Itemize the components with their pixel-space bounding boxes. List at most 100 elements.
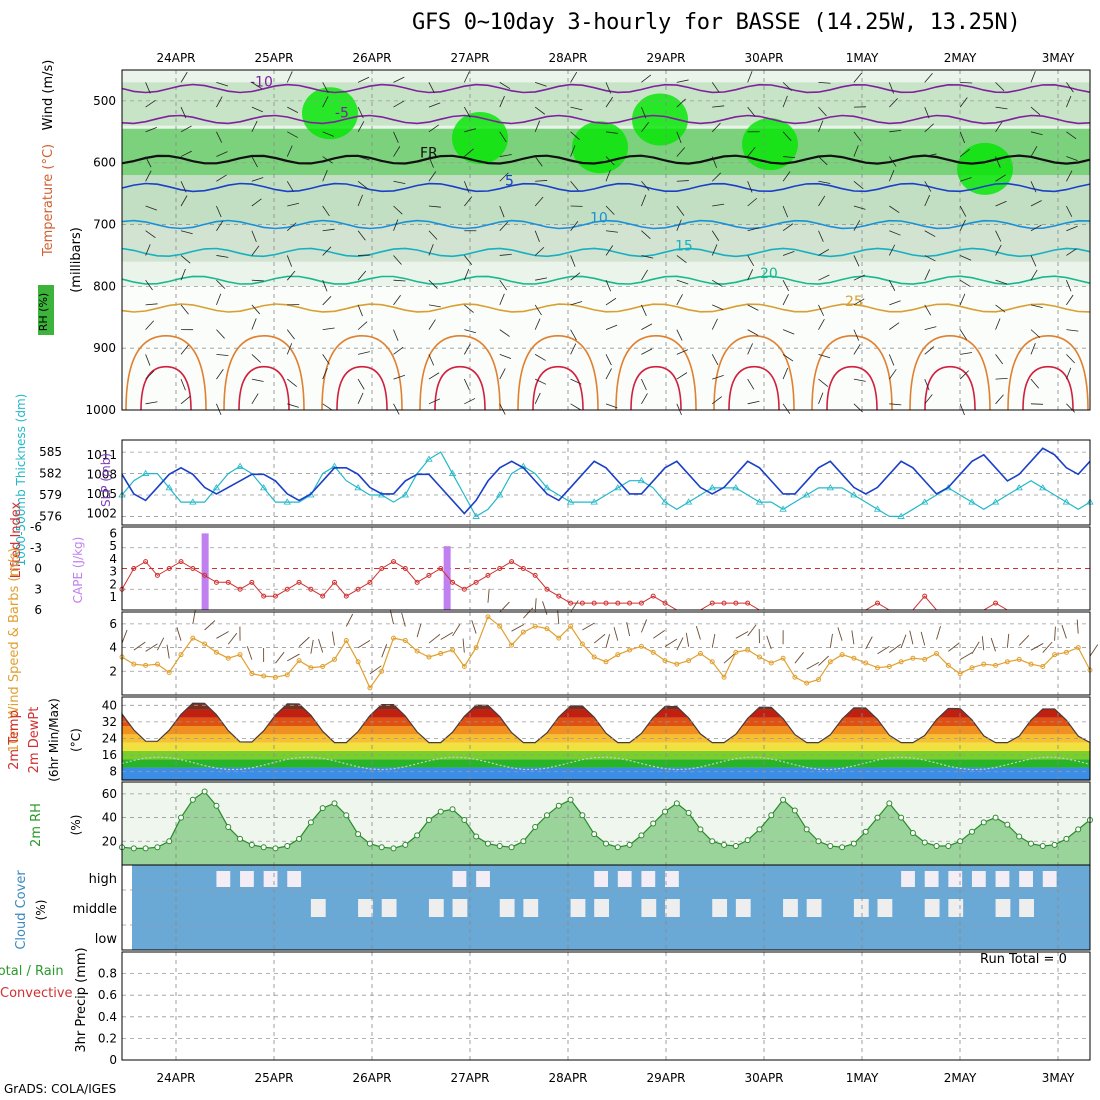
- wind-barb-10m: [640, 619, 648, 633]
- wind-barb-10m: [275, 651, 285, 664]
- wind-barb: [676, 294, 683, 306]
- wind-barb-10m: [711, 633, 716, 648]
- wind-barb: [570, 106, 583, 111]
- wind-barb-10m: [570, 600, 579, 613]
- lifted-index-marker: [627, 600, 633, 606]
- wind-barb-10m: [499, 601, 510, 613]
- wind-barb: [959, 329, 968, 340]
- wind-barb: [818, 274, 830, 281]
- wind-barb: [641, 378, 647, 391]
- isotherm-label: 15: [675, 238, 693, 254]
- wind-barb: [924, 123, 934, 133]
- wind-barb: [322, 403, 333, 411]
- wind-barb-10m: [920, 631, 926, 646]
- wind-barb: [995, 230, 1002, 242]
- wind-barb: [1066, 156, 1078, 161]
- rh-marker: [721, 841, 728, 848]
- rh-marker: [1039, 843, 1046, 850]
- rh-marker: [378, 844, 385, 851]
- wind-barb: [357, 76, 370, 83]
- lifted-index-marker: [154, 572, 160, 578]
- wind-barb: [570, 378, 582, 385]
- rh-marker: [284, 843, 291, 850]
- wind-barb: [145, 230, 156, 239]
- wind-speed-marker: [414, 648, 420, 654]
- wind-barb: [818, 304, 825, 316]
- precip-axis-label: 3hr Precip (mm): [74, 947, 89, 1052]
- wind-barb: [641, 269, 648, 281]
- precip-tick-label: 0.8: [98, 967, 117, 981]
- thickness-marker: [236, 462, 244, 469]
- wind-barb: [145, 303, 158, 306]
- wind-barb: [889, 98, 898, 108]
- rh-marker: [803, 826, 810, 833]
- wind-barb: [959, 205, 967, 217]
- wind-speed-marker: [202, 641, 208, 647]
- wind-tick-label: 4: [109, 641, 117, 655]
- wind-barb: [393, 219, 399, 231]
- thickness-marker: [1015, 484, 1023, 491]
- wind-barb: [145, 370, 155, 380]
- wind-barb: [180, 268, 186, 281]
- rh-max-blob: [632, 93, 688, 146]
- wind-barb: [1030, 71, 1036, 83]
- thickness-marker: [826, 484, 834, 491]
- dewpoint-line: [121, 756, 1091, 771]
- wind-speed-marker: [131, 661, 137, 667]
- wind-barb: [853, 343, 861, 355]
- wind-frame: [121, 611, 1091, 696]
- wind-barb: [605, 82, 612, 94]
- temperature-tick-label: 32: [102, 715, 117, 729]
- thickness-marker: [661, 498, 669, 505]
- isotherm-warm-core: [336, 365, 388, 411]
- wind-barb: [995, 121, 1003, 133]
- lifted-index-tick-label: 0: [34, 562, 42, 576]
- wind-barb-10m: [216, 631, 229, 639]
- wind-barb: [782, 82, 792, 91]
- high-cloud-block: [287, 871, 302, 887]
- rh-marker: [390, 845, 397, 852]
- thickness-marker: [165, 484, 173, 491]
- wind-barb-10m: [1054, 626, 1056, 641]
- wind-speed-marker: [697, 651, 703, 656]
- wind-barb: [641, 393, 648, 405]
- wind-barb: [641, 122, 650, 133]
- wind-barb: [924, 255, 936, 262]
- cloud-level-label: high: [89, 872, 117, 887]
- wind-barb: [180, 71, 188, 83]
- wind-barb: [393, 403, 400, 415]
- high-cloud-block: [971, 871, 986, 887]
- rh-marker: [1063, 835, 1070, 842]
- high-cloud-block: [641, 871, 656, 887]
- lifted-index-marker: [615, 600, 621, 606]
- wind-barb: [711, 318, 718, 330]
- rh-marker: [957, 838, 964, 845]
- wind-barb: [924, 230, 936, 237]
- high-cloud-block: [924, 871, 939, 887]
- lifted-index-marker: [261, 593, 267, 599]
- wind-barb: [995, 106, 1008, 110]
- temp-axis-label: 2m Temp: [7, 710, 22, 770]
- wind-barb: [534, 156, 543, 167]
- wind-barb: [641, 74, 652, 83]
- wind-barb-10m: [794, 652, 804, 664]
- wind-barb: [251, 120, 258, 132]
- thickness-marker: [472, 512, 480, 519]
- cape-axis-label: CAPE (J/kg): [71, 537, 85, 604]
- wind-barb: [641, 106, 647, 119]
- temperature-band: [122, 759, 1090, 768]
- temperature-frame: [121, 696, 1091, 781]
- wind-barb: [428, 279, 438, 289]
- wind-barb: [782, 171, 791, 182]
- wind-barb: [570, 145, 576, 157]
- wind-speed-marker: [674, 661, 680, 667]
- cloud-cover-axis-label: Cloud Cover: [14, 870, 29, 950]
- thickness-marker: [141, 469, 150, 476]
- rh-marker: [178, 814, 185, 821]
- wind-barb: [287, 378, 297, 387]
- rh-marker: [225, 824, 232, 831]
- wind-speed-marker: [969, 665, 975, 671]
- rh-marker: [839, 844, 846, 851]
- wind-barb: [463, 71, 470, 83]
- rh-marker: [780, 796, 787, 803]
